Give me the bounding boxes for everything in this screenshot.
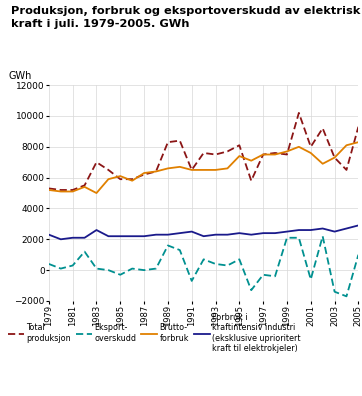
Text: Produksjon, forbruk og eksportoverskudd av elektrisk
kraft i juli. 1979-2005. GW: Produksjon, forbruk og eksportoverskudd … [11, 6, 360, 29]
Legend: Total
produksjon, Eksport-
overskudd, Brutto-
forbruk, Forbruk i
kraftintensiv i: Total produksjon, Eksport- overskudd, Br… [8, 313, 301, 353]
Text: GWh: GWh [9, 71, 32, 81]
